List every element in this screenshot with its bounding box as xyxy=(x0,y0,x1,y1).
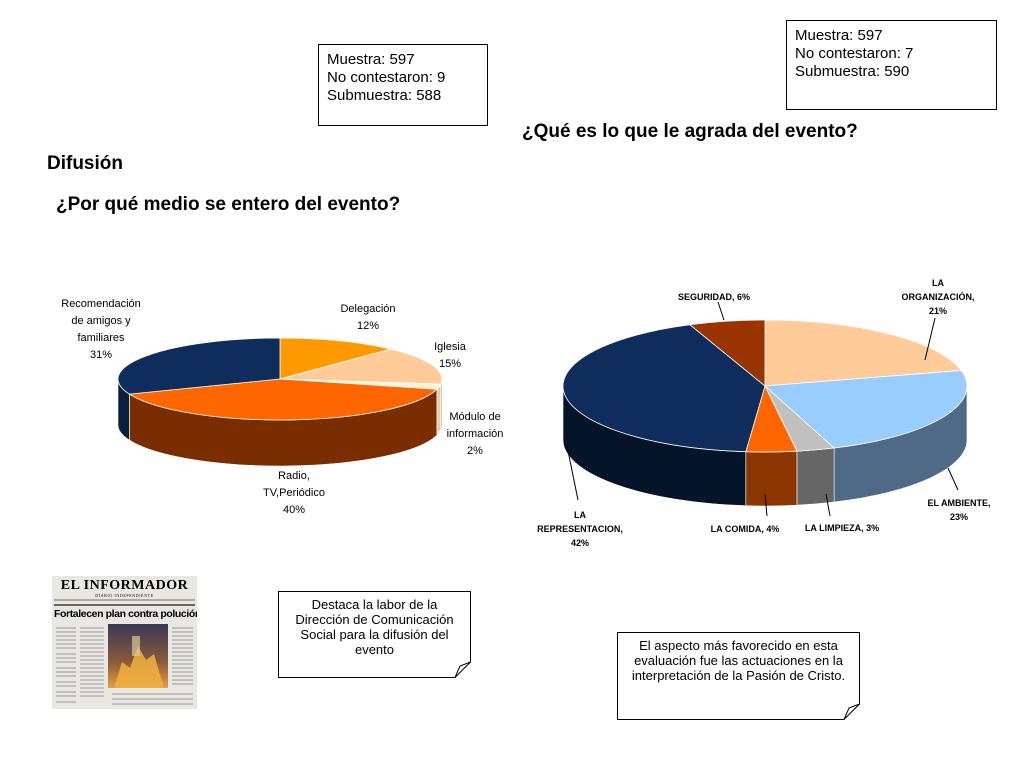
label-representacion: LA REPRESENTACION, 42% xyxy=(537,510,623,548)
left-pie-tops xyxy=(117,337,443,421)
newspaper-subtitle: DIARIO INDEPENDIENTE xyxy=(95,593,154,598)
newspaper-clipping: EL INFORMADOR DIARIO INDEPENDIENTE Forta… xyxy=(52,576,197,709)
left-pie-slice-0 xyxy=(279,337,392,380)
right-note: El aspecto más favorecido en esta evalua… xyxy=(617,632,860,720)
leader-comida xyxy=(764,493,768,517)
left-sample-no-contestaron: No contestaron: 9 xyxy=(327,69,446,86)
leader-representacion xyxy=(566,445,579,501)
right-pie-side-2 xyxy=(796,447,835,506)
left-pie-slice-1 xyxy=(279,348,443,385)
left-sample-submuestra: Submuestra: 588 xyxy=(327,87,442,104)
right-pie-slice-0 xyxy=(764,319,963,387)
right-pie-side-3 xyxy=(745,450,798,507)
leader-ambiente xyxy=(947,467,959,491)
label-radio: Radio, TV,Periódico 40% xyxy=(263,470,325,516)
newspaper-headline: Fortalecen plan contra polución xyxy=(54,608,197,620)
right-pie-slice-5 xyxy=(688,319,766,387)
label-delegacion: Delegación 12% xyxy=(340,303,396,332)
right-sample-muestra: Muestra: 597 xyxy=(795,27,883,44)
label-organizacion: LA ORGANIZACIÓN, 21% xyxy=(901,278,975,316)
right-note-text: El aspecto más favorecido en esta evalua… xyxy=(631,638,846,683)
leader-seguridad xyxy=(717,301,725,321)
right-sample-no-contestaron: No contestaron: 7 xyxy=(795,45,914,62)
right-chart-title: ¿Qué es lo que le agrada del evento? xyxy=(522,121,858,142)
leader-limpieza xyxy=(825,493,831,517)
left-note-text: Destaca la labor de la Dirección de Comu… xyxy=(295,597,454,657)
label-limpieza: LA LIMPIEZA, 3% xyxy=(804,523,880,533)
label-ambiente: EL AMBIENTE, 23% xyxy=(927,498,991,522)
left-sample-muestra: Muestra: 597 xyxy=(327,51,415,68)
section-title: Difusión xyxy=(47,153,123,174)
label-comida: LA COMIDA, 4% xyxy=(710,524,780,534)
left-note: Destaca la labor de la Dirección de Comu… xyxy=(278,591,471,678)
right-sample-box: Muestra: 597 No contestaron: 7 Submuestr… xyxy=(786,20,997,110)
right-pie-slice-1 xyxy=(764,370,968,449)
left-sample-box: Muestra: 597 No contestaron: 9 Submuestr… xyxy=(318,44,488,126)
label-modulo: Módulo de información 2% xyxy=(446,411,504,457)
label-recomendacion: Recomendación de amigos y familiares 31% xyxy=(61,298,141,361)
right-pie-tops xyxy=(562,319,968,453)
leader-organizacion xyxy=(924,317,936,361)
newspaper-masthead: EL INFORMADOR xyxy=(60,578,189,593)
label-seguridad: SEGURIDAD, 6% xyxy=(677,292,750,302)
right-sample-submuestra: Submuestra: 590 xyxy=(795,63,910,80)
label-iglesia: Iglesia 15% xyxy=(434,341,466,370)
right-pie-slice-4 xyxy=(562,324,766,453)
left-pie-slice-3 xyxy=(128,378,438,421)
left-chart-title: ¿Por qué medio se entero del evento? xyxy=(56,194,401,215)
left-pie-slice-4 xyxy=(117,337,281,395)
